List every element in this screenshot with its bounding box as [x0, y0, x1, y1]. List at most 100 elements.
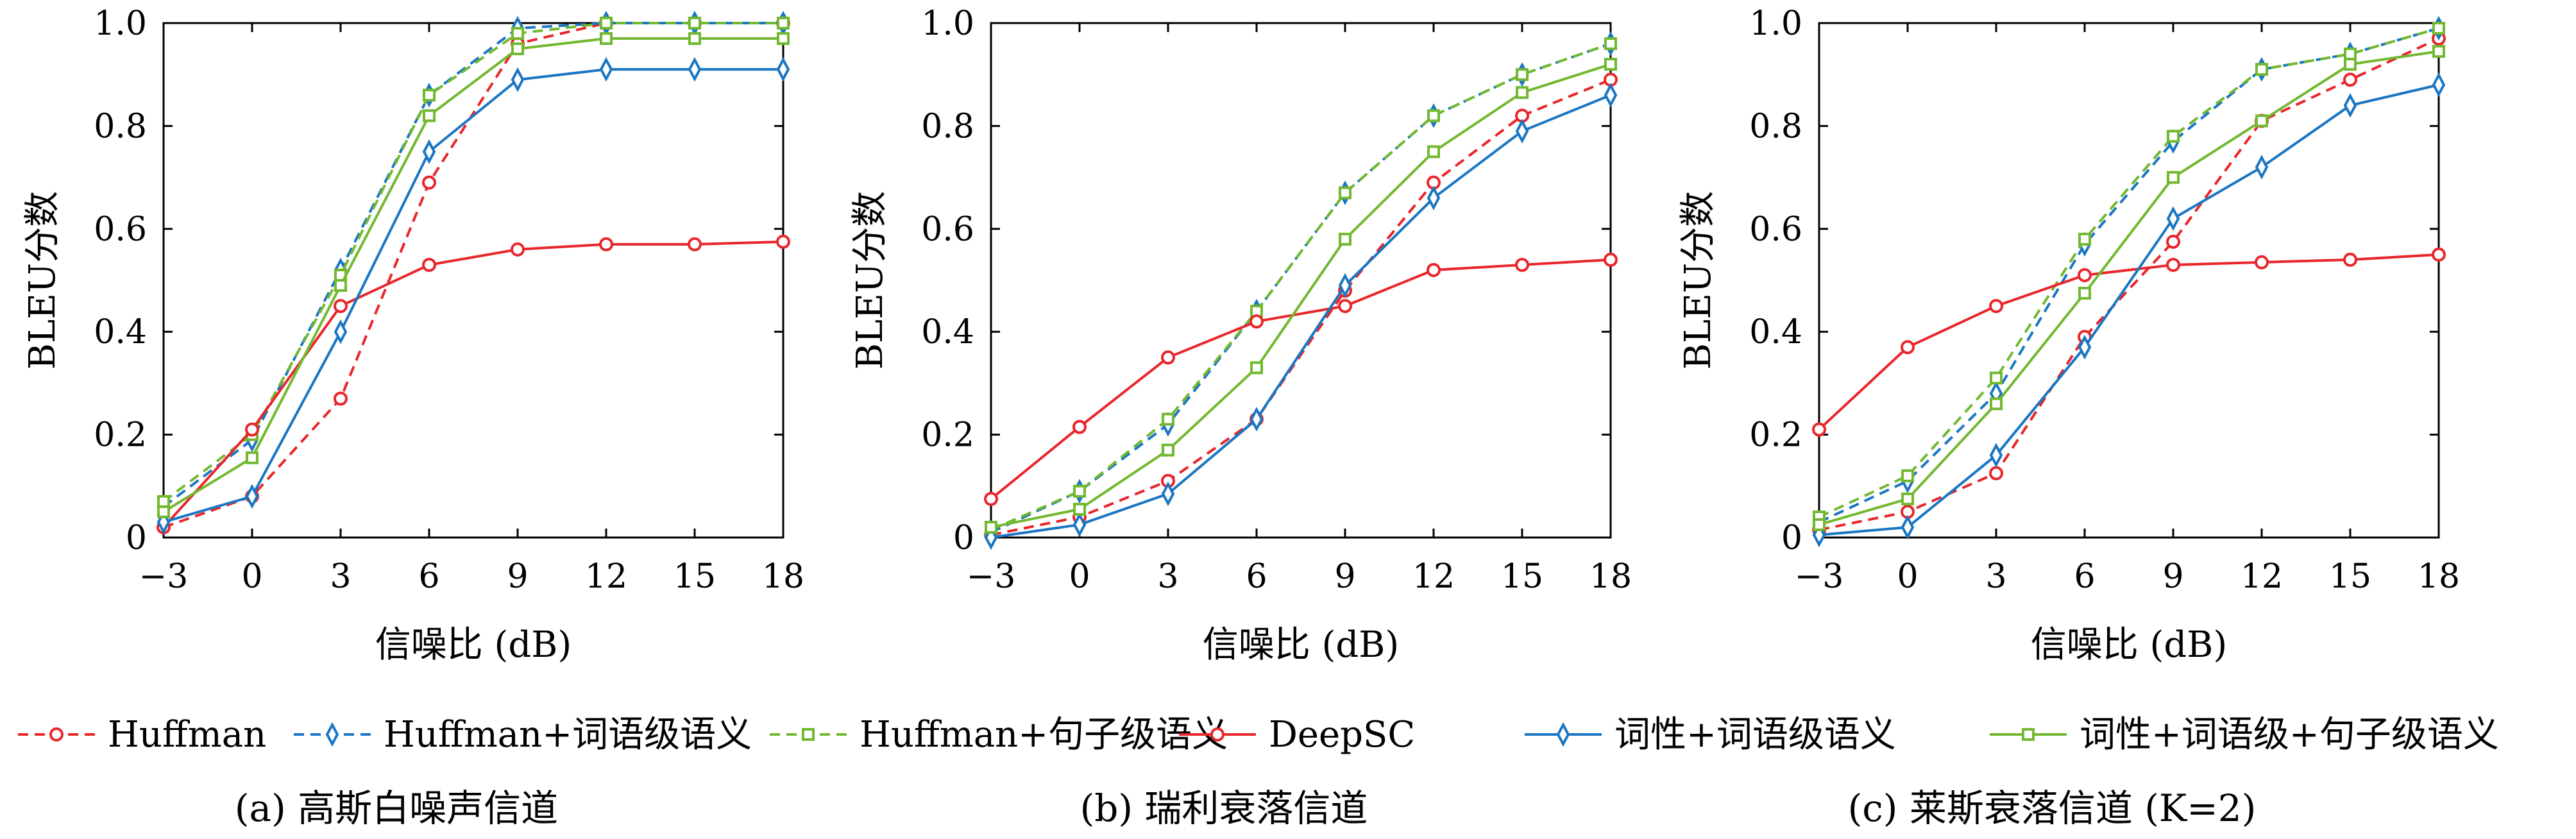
series-line [1818, 27, 2439, 523]
data-point [600, 17, 613, 30]
series-line [162, 22, 783, 508]
x-tick-label: 9 [507, 557, 528, 596]
y-tick-label: 0.4 [1749, 313, 1802, 352]
data-point [985, 520, 997, 534]
x-tick-label: 18 [762, 557, 804, 596]
data-point [2343, 252, 2357, 267]
data-point [688, 237, 702, 251]
data-point [1072, 512, 1087, 538]
data-point [2432, 247, 2446, 262]
data-point [334, 279, 347, 292]
plot-frame [1818, 22, 2440, 539]
data-point [2343, 72, 2357, 87]
data-point [1338, 299, 1352, 314]
data-point [1901, 340, 1915, 355]
plot-frame [990, 22, 1612, 539]
data-point [1339, 186, 1352, 199]
data-point [1515, 119, 1529, 144]
data-point [1989, 466, 2003, 480]
data-point [157, 495, 170, 508]
data-point [1812, 422, 1826, 437]
legend-item-huffman-plus-句子级语义: Huffman+句子级语义 [770, 714, 1228, 756]
data-point [1250, 361, 1263, 375]
data-point [157, 505, 170, 518]
legend-item-huffman-plus-词语级语义: Huffman+词语级语义 [294, 714, 752, 756]
data-point [423, 109, 436, 123]
series-line [162, 37, 783, 513]
y-tick-label: 0.8 [921, 107, 974, 146]
x-tick-label: 15 [674, 557, 716, 596]
data-point [1604, 252, 1618, 267]
series-line [1818, 50, 2439, 526]
data-point [423, 89, 436, 102]
y-tick-label: 0 [953, 519, 974, 557]
series-line [1818, 83, 2439, 536]
data-point [1989, 443, 2003, 468]
data-point [2255, 155, 2269, 180]
series-line [990, 94, 1611, 539]
data-point [511, 67, 525, 92]
data-point [334, 299, 348, 314]
x-tick-label: 15 [1501, 557, 1543, 596]
x-tick-label: 18 [2418, 557, 2460, 596]
series-line [990, 78, 1611, 536]
data-point [1162, 412, 1174, 426]
x-axis-label: 信噪比 (dB) [1203, 624, 1400, 666]
data-point [422, 257, 436, 272]
x-tick-label: 6 [2074, 557, 2095, 596]
data-point [1990, 397, 2003, 411]
data-point [2167, 171, 2180, 184]
data-point [777, 32, 790, 46]
data-point [511, 27, 524, 40]
series-deepsc [157, 234, 790, 534]
data-point [2078, 232, 2091, 246]
legend-label: DeepSC [1269, 714, 1415, 756]
data-point [1901, 514, 1915, 540]
series-词性-plus-词语级语义 [984, 83, 1618, 550]
x-tick-label: 0 [1069, 557, 1090, 596]
data-point [777, 17, 790, 30]
x-tick-label: 12 [1412, 557, 1455, 596]
y-tick-label: 0.4 [94, 313, 147, 352]
data-point [688, 17, 701, 30]
series-line [163, 68, 783, 523]
caption-b: (b) 瑞利衰落信道 [1080, 786, 1368, 830]
y-tick-label: 0.8 [94, 107, 147, 146]
data-point [599, 237, 613, 251]
data-point [511, 242, 525, 257]
data-point [2166, 206, 2180, 232]
legend-label: Huffman+词语级语义 [384, 714, 752, 756]
plot-frame [162, 22, 784, 539]
data-point [1161, 481, 1175, 507]
data-point [1813, 518, 1826, 531]
x-tick-label: 3 [330, 557, 351, 596]
legend-marker [325, 722, 339, 747]
series-line [990, 42, 1611, 531]
y-tick-label: 0.2 [921, 416, 974, 455]
data-point [688, 56, 702, 82]
legend-label: Huffman [108, 714, 266, 756]
data-point [2255, 255, 2269, 269]
data-point [1339, 232, 1352, 246]
x-tick-label: 15 [2329, 557, 2371, 596]
x-axis-label: 信噪比 (dB) [375, 624, 572, 666]
data-point [2432, 72, 2446, 97]
data-point [511, 42, 524, 56]
series-huffman-plus-句子级语义 [1813, 22, 2445, 523]
legend: Huffman Huffman+词语级语义 Huffman+句子级语义 DeepSC 词… [18, 714, 2499, 756]
y-tick-label: 0.2 [1749, 416, 1802, 455]
legend-marker [49, 727, 64, 742]
data-point [1427, 262, 1441, 277]
data-point [2255, 63, 2268, 76]
y-tick-label: 0.6 [921, 210, 974, 249]
data-point [246, 451, 258, 464]
data-point [1250, 314, 1264, 329]
legend-item-词性-plus-词语级-plus-句子级语义: 词性+词语级+句子级语义 [1990, 714, 2499, 756]
data-point [1901, 469, 1914, 482]
series-huffman [984, 72, 1618, 542]
data-point [599, 56, 613, 82]
data-point [2078, 335, 2092, 360]
x-tick-label: 0 [1897, 557, 1918, 596]
